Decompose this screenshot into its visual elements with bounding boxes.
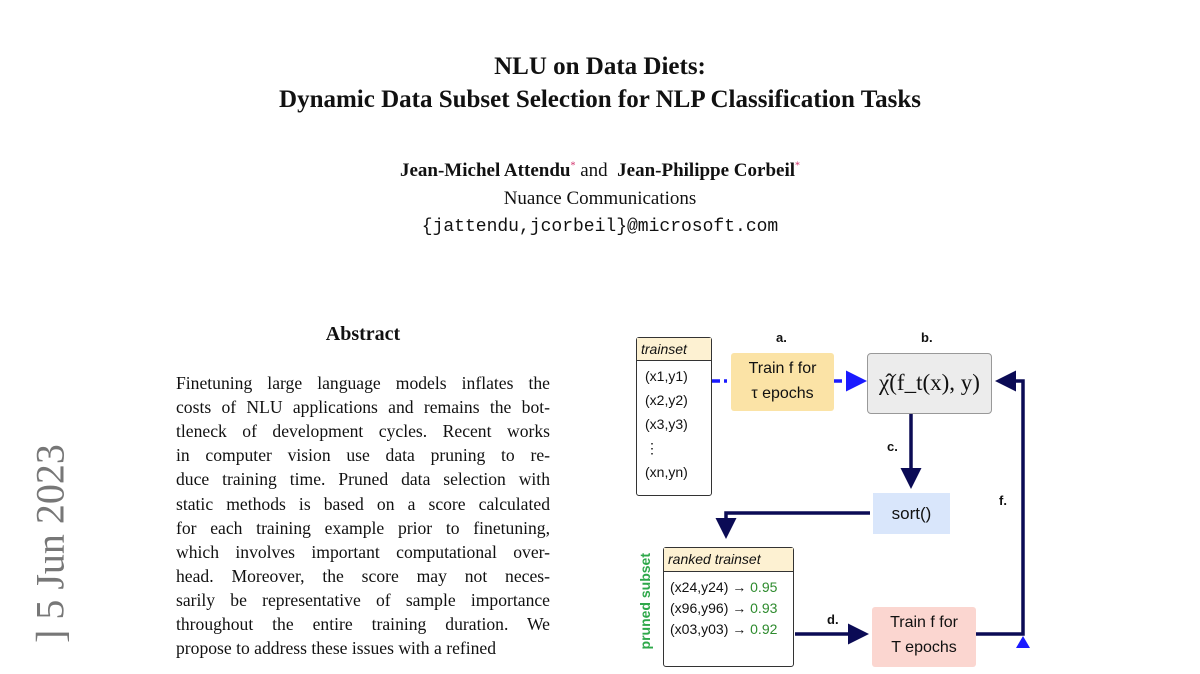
email: {jattendu,jcorbeil}@microsoft.com	[421, 217, 779, 237]
figure-arrows	[712, 370, 1030, 648]
author-name: Jean-Philippe Corbeil	[617, 160, 796, 181]
abstract-line: for each training example prior to finet…	[176, 517, 550, 538]
trainset-header: trainset	[637, 338, 711, 361]
ranked-header: ranked trainset	[664, 548, 793, 572]
train-tau-box: Train f for τ epochs	[731, 353, 834, 411]
train-T-line1: Train f for	[890, 614, 958, 631]
arrow-sort-to-ranked	[715, 511, 870, 539]
abstract-line: sarily be representative of sample impor…	[176, 589, 550, 610]
step-label-d: d.	[827, 612, 839, 627]
author-name: Jean-Michel Attendu	[399, 160, 571, 181]
ranked-pair: (x24,y24)	[670, 579, 729, 595]
affiliation: Nuance Communications	[503, 188, 697, 209]
abstract-line: in computer vision use data pruning to r…	[176, 445, 550, 466]
ranked-pair: (x03,y03)	[670, 621, 729, 637]
train-tau-line2: τ epochs	[751, 385, 814, 402]
train-tau-line1: Train f for	[748, 360, 817, 377]
arrow-icon: →	[732, 600, 747, 616]
trainset-item: ⋮	[645, 440, 659, 456]
trainset-box: trainset (x1,y1) (x2,y2) (x3,y3) ⋮ (xn,yn)	[636, 337, 712, 496]
abstract-line: throughout the entire training duration.…	[176, 614, 550, 634]
abstract-line: which involves important computational o…	[176, 541, 550, 562]
ranked-score: 0.92	[750, 621, 778, 637]
trainset-item: (x1,y1)	[645, 368, 688, 384]
pruned-subset-label: pruned subset	[637, 553, 653, 650]
author-mark: *	[795, 160, 801, 172]
authors-joiner: and	[580, 160, 608, 181]
abstract-heading: Abstract	[325, 323, 401, 345]
step-label-f: f.	[999, 493, 1007, 508]
ranked-score: 0.95	[750, 579, 778, 595]
arrow-icon: →	[732, 579, 747, 595]
author-mark: *	[570, 160, 576, 172]
ranked-score: 0.93	[750, 600, 778, 616]
abstract-line: static methods is based on a score calcu…	[176, 493, 550, 514]
trainset-item: (x3,y3)	[645, 416, 688, 432]
train-T-box: Train f for T epochs	[872, 607, 976, 667]
ranked-pair: (x96,y96)	[670, 600, 729, 616]
step-label-a: a.	[776, 330, 787, 345]
arrow-feedback-loop	[976, 370, 1025, 636]
blue-arrowhead	[1016, 636, 1030, 648]
sort-box: sort()	[873, 493, 950, 534]
title-line-1: NLU on Data Diets:	[494, 53, 706, 80]
score-function-box: χ̂(f_t(x), y)	[867, 353, 992, 414]
abstract-line: duce training time. Pruned data selectio…	[176, 469, 550, 490]
abstract-line: tleneck of development cycles. Recent wo…	[176, 421, 550, 442]
step-label-c: c.	[887, 439, 898, 454]
arrow-icon: →	[732, 621, 747, 637]
trainset-item: (x2,y2)	[645, 392, 688, 408]
ranked-item: (x03,y03) → 0.92	[670, 621, 777, 637]
ranked-item: (x96,y96) → 0.93	[670, 600, 777, 616]
title-line-2: Dynamic Data Subset Selection for NLP Cl…	[279, 86, 921, 113]
ranked-trainset-box: ranked trainset (x24,y24) → 0.95 (x96,y96…	[663, 547, 794, 667]
abstract-line: head. Moreover, the score may not neces-	[176, 565, 550, 586]
paper-title: NLU on Data Diets: Dynamic Data Subset S…	[0, 50, 1200, 116]
ranked-item: (x24,y24) → 0.95	[670, 579, 777, 595]
author-list: Jean-Michel Attendu* and Jean-Philippe C…	[0, 160, 1200, 182]
abstract-line: Finetuning large language models inflate…	[176, 373, 550, 393]
abstract-line: costs of NLU applications and remains th…	[176, 397, 550, 418]
step-label-b: b.	[921, 330, 933, 345]
trainset-item: (xn,yn)	[645, 464, 688, 480]
